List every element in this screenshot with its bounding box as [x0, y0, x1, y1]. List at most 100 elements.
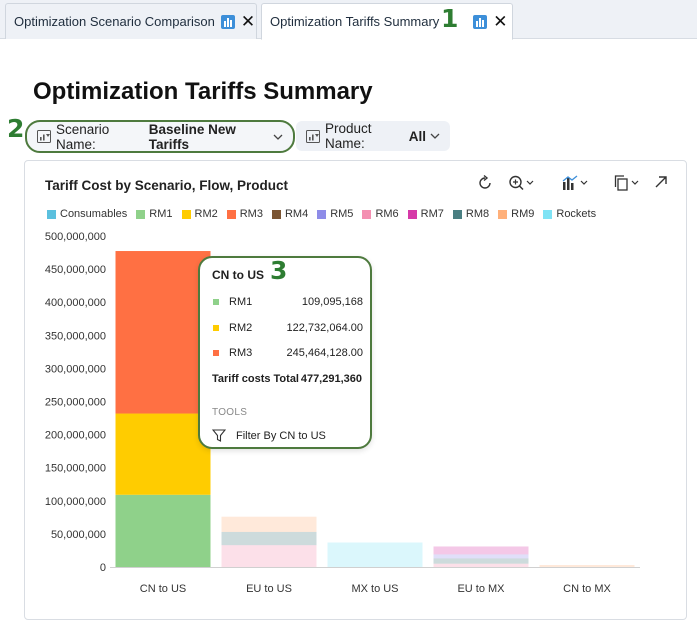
annotation-marker-1: 1 — [441, 4, 459, 33]
filter-chart-icon — [37, 130, 51, 143]
chart-legend: Consumables RM1 RM2 RM3 RM4 RM5 RM6 RM7 … — [47, 208, 605, 220]
tab-optimization-tariffs-summary[interactable]: Optimization Tariffs Summary ✕ — [261, 3, 513, 40]
tab-strip: Optimization Scenario Comparison ✕ Optim… — [0, 0, 697, 40]
bar-segment[interactable] — [433, 563, 529, 567]
legend-swatch — [543, 209, 553, 219]
page-title: Optimization Tariffs Summary — [33, 78, 373, 105]
tooltip-total-value: 477,291,360 — [300, 373, 362, 385]
tooltip-filter-action[interactable]: Filter By CN to US — [212, 429, 326, 442]
tooltip-total: Tariff costs Total 477,291,360 — [212, 373, 362, 385]
bar-segment[interactable] — [327, 542, 423, 567]
x-tick-label: MX to US — [351, 583, 398, 595]
tooltip-swatch — [213, 325, 219, 331]
legend-swatch — [136, 209, 146, 219]
tooltip-row: RM3 245,464,128.00 — [213, 347, 363, 359]
annotation-marker-3: 3 — [270, 256, 288, 285]
legend-swatch — [271, 209, 281, 219]
zoom-icon[interactable] — [508, 174, 536, 192]
y-tick-label: 300,000,000 — [45, 363, 106, 375]
annotation-marker-2: 2 — [7, 114, 25, 143]
bar-segment[interactable] — [221, 531, 317, 546]
bar-segment[interactable] — [221, 516, 317, 532]
close-icon[interactable]: ✕ — [493, 12, 508, 31]
tab-label: Optimization Scenario Comparison — [14, 14, 215, 29]
bar-chart-icon — [220, 14, 235, 29]
scenario-filter-label: Scenario Name: — [56, 121, 110, 152]
close-icon[interactable]: ✕ — [240, 12, 256, 31]
legend-item[interactable]: RM8 — [452, 208, 490, 220]
legend-item[interactable]: RM5 — [317, 208, 353, 220]
x-tick-label: EU to US — [246, 583, 292, 595]
y-tick-label: 250,000,000 — [45, 397, 106, 409]
legend-label: RM4 — [284, 208, 309, 220]
legend-item[interactable]: RM3 — [226, 208, 263, 220]
bar-segment[interactable] — [433, 546, 529, 555]
legend-swatch — [181, 209, 191, 219]
legend-item[interactable]: Consumables — [47, 208, 127, 220]
y-tick-label: 200,000,000 — [45, 430, 106, 442]
tooltip-swatch — [213, 350, 219, 356]
legend-item[interactable]: RM7 — [407, 208, 444, 220]
legend-item[interactable]: RM1 — [136, 208, 173, 220]
legend-swatch — [362, 209, 372, 219]
y-tick-label: 0 — [100, 562, 106, 574]
y-tick-label: 50,000,000 — [51, 529, 106, 541]
x-tick-label: CN to US — [140, 583, 186, 595]
tooltip-row-value: 245,464,128.00 — [286, 347, 363, 359]
legend-swatch — [452, 209, 462, 219]
legend-label: RM7 — [420, 208, 444, 220]
legend-item[interactable]: RM9 — [498, 208, 534, 220]
y-tick-label: 500,000,000 — [45, 231, 106, 243]
legend-label: RM9 — [511, 208, 535, 220]
tab-label: Optimization Tariffs Summary — [270, 14, 440, 29]
product-name-filter[interactable]: Product Name: All — [296, 121, 450, 151]
tooltip-row-value: 109,095,168 — [301, 296, 363, 308]
chart-type-icon[interactable] — [562, 174, 590, 192]
legend-label: RM8 — [465, 208, 490, 220]
legend-item[interactable]: Rockets — [543, 208, 596, 220]
chart-tooltip: CN to US RM1 109,095,168 RM2 122,732,064… — [198, 256, 372, 449]
legend-swatch — [47, 209, 56, 219]
expand-icon[interactable] — [653, 174, 669, 190]
legend-label: RM2 — [194, 208, 218, 220]
y-tick-label: 150,000,000 — [45, 463, 106, 475]
y-tick-label: 100,000,000 — [45, 496, 106, 508]
bar-segment[interactable] — [221, 545, 317, 567]
refresh-icon[interactable] — [476, 174, 494, 192]
bar-segment[interactable] — [115, 413, 211, 495]
legend-item[interactable]: RM4 — [271, 208, 309, 220]
y-tick-label: 450,000,000 — [45, 264, 106, 276]
scenario-name-filter[interactable]: Scenario Name: Baseline New Tariffs — [25, 120, 295, 153]
legend-label: Consumables — [60, 208, 128, 220]
bar-segment[interactable] — [115, 251, 211, 414]
tooltip-tools-heading: TOOLS — [212, 407, 248, 418]
tooltip-row: RM1 109,095,168 — [213, 296, 363, 308]
tooltip-row-name: RM3 — [229, 347, 253, 359]
bar-segment[interactable] — [539, 565, 635, 567]
legend-item[interactable]: RM6 — [362, 208, 399, 220]
tooltip-total-label: Tariff costs Total — [212, 373, 299, 385]
legend-swatch — [226, 209, 236, 219]
chevron-down-icon — [273, 134, 283, 140]
bar-segment[interactable] — [433, 558, 529, 564]
tooltip-row: RM2 122,732,064.00 — [213, 322, 363, 334]
legend-label: RM3 — [239, 208, 263, 220]
legend-item[interactable]: RM2 — [181, 208, 218, 220]
copy-icon[interactable] — [614, 174, 642, 192]
chevron-down-icon — [430, 133, 440, 139]
x-tick-label: EU to MX — [457, 583, 505, 595]
scenario-filter-value: Baseline New Tariffs — [148, 121, 236, 152]
legend-swatch — [498, 209, 508, 219]
bar-segment[interactable] — [115, 494, 211, 567]
bar-segment[interactable] — [433, 554, 529, 559]
tooltip-row-name: RM1 — [229, 296, 253, 308]
y-tick-label: 400,000,000 — [45, 297, 106, 309]
tab-optimization-scenario-comparison[interactable]: Optimization Scenario Comparison ✕ — [5, 3, 257, 39]
legend-label: RM6 — [375, 208, 399, 220]
tooltip-title: CN to US — [212, 268, 264, 282]
x-tick-label: CN to MX — [563, 583, 611, 595]
legend-label: RM5 — [330, 208, 354, 220]
product-filter-value: All — [408, 128, 426, 144]
tooltip-row-name: RM2 — [229, 322, 253, 334]
